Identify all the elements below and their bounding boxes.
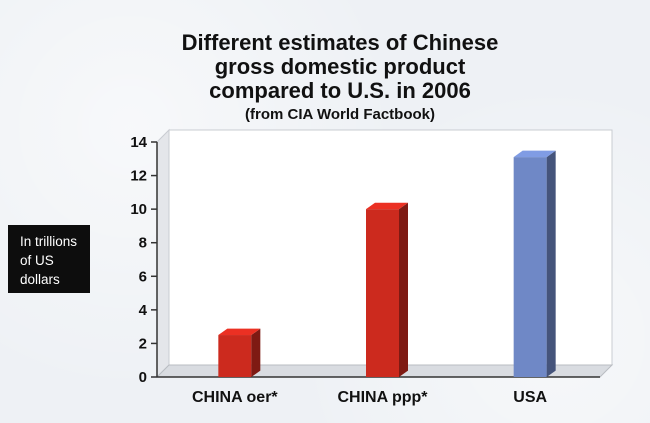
chart-subtitle: (from CIA World Factbook)	[245, 106, 435, 123]
bar-front	[218, 335, 252, 377]
bar-top	[513, 150, 556, 158]
bar-1	[366, 202, 408, 377]
x-axis: CHINA oer* CHINA ppp* USA	[192, 389, 547, 406]
x-category-label: CHINA ppp*	[337, 389, 428, 406]
y-tick-label: 4	[139, 302, 148, 319]
y-tick-label: 2	[139, 335, 147, 352]
chart-title-line-2: gross domestic product	[215, 54, 466, 79]
bars	[218, 150, 556, 377]
bar-0	[218, 328, 261, 377]
bar-side	[251, 328, 261, 377]
bar-top	[366, 202, 408, 210]
y-axis: 0 2 4 6 8 10 12 14	[130, 134, 157, 386]
bar-side	[546, 150, 556, 377]
bar-front	[366, 209, 399, 377]
bar-front	[513, 157, 547, 377]
chart-title-line-1: Different estimates of Chinese	[182, 30, 499, 55]
y-tick-label: 0	[139, 369, 147, 386]
bar-2	[513, 150, 556, 377]
x-category-label: USA	[513, 389, 547, 406]
y-tick-label: 14	[130, 134, 147, 151]
y-axis-label: In trillions of US dollars	[8, 225, 90, 293]
plot-side-wall	[156, 128, 170, 379]
x-category-label: CHINA oer*	[192, 389, 278, 406]
y-tick-label: 8	[139, 235, 147, 252]
y-tick-label: 6	[139, 268, 147, 285]
bar-top	[218, 328, 261, 336]
y-tick-label: 10	[130, 201, 147, 218]
y-tick-label: 12	[130, 168, 147, 185]
bar-side	[399, 202, 408, 377]
chart-title-line-3: compared to U.S. in 2006	[209, 78, 471, 103]
